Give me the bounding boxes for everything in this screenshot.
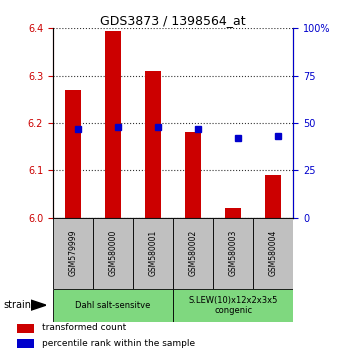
Text: strain: strain xyxy=(3,300,31,310)
Text: GSM579999: GSM579999 xyxy=(69,230,77,276)
Bar xyxy=(253,218,293,289)
Bar xyxy=(65,90,81,218)
Bar xyxy=(53,289,173,322)
Text: GSM580004: GSM580004 xyxy=(269,230,278,276)
Text: GSM580000: GSM580000 xyxy=(108,230,117,276)
Bar xyxy=(17,339,34,348)
Bar xyxy=(145,71,161,218)
Bar xyxy=(173,218,213,289)
Text: GSM580002: GSM580002 xyxy=(189,230,197,276)
Polygon shape xyxy=(31,300,46,310)
Text: GSM580003: GSM580003 xyxy=(229,230,238,276)
Bar xyxy=(173,289,293,322)
Text: GSM580001: GSM580001 xyxy=(149,230,158,276)
Title: GDS3873 / 1398564_at: GDS3873 / 1398564_at xyxy=(100,14,246,27)
Text: percentile rank within the sample: percentile rank within the sample xyxy=(43,339,196,348)
Bar xyxy=(133,218,173,289)
Bar xyxy=(213,218,253,289)
Bar xyxy=(93,218,133,289)
Bar xyxy=(17,324,34,333)
Text: Dahl salt-sensitve: Dahl salt-sensitve xyxy=(75,301,151,310)
Text: S.LEW(10)x12x2x3x5
congenic: S.LEW(10)x12x2x3x5 congenic xyxy=(189,296,278,315)
Bar xyxy=(105,31,121,218)
Bar xyxy=(53,218,93,289)
Bar xyxy=(265,175,281,218)
Text: transformed count: transformed count xyxy=(43,323,127,332)
Bar xyxy=(225,208,241,218)
Bar xyxy=(185,132,201,218)
